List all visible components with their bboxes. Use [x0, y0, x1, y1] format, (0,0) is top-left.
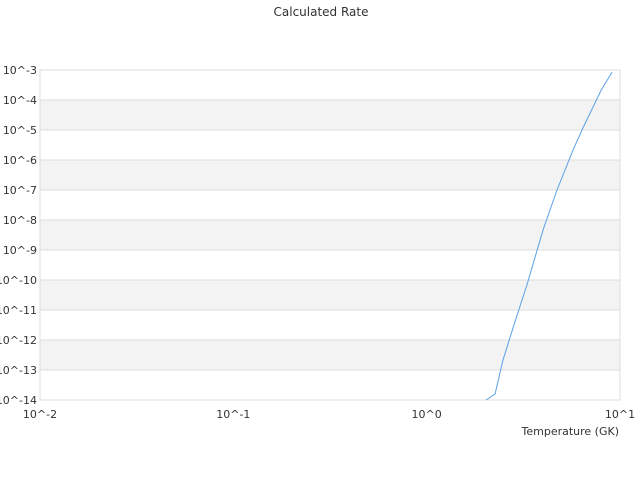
y-tick-label: 10^-3 — [3, 64, 37, 77]
plot-band — [40, 310, 620, 340]
plot-band — [40, 100, 620, 130]
y-tick-label: 10^-5 — [3, 124, 37, 137]
x-axis-ticks: 10^-2 10^-1 10^0 10^1 — [23, 408, 635, 421]
y-tick-label: 10^-6 — [3, 154, 37, 167]
y-tick-label: 10^-8 — [3, 214, 37, 227]
plot-band — [40, 280, 620, 310]
plot-band — [40, 250, 620, 280]
plot-band — [40, 370, 620, 400]
data-point — [612, 72, 613, 73]
series-line — [485, 71, 613, 401]
data-point — [514, 321, 515, 322]
data-point — [526, 285, 527, 286]
y-tick-label: 10^-4 — [3, 94, 37, 107]
chart-title: Calculated Rate — [274, 5, 369, 19]
plot-band — [40, 70, 620, 100]
x-tick-label: 10^-1 — [216, 408, 250, 421]
plot-bands — [40, 70, 620, 400]
x-tick-label: 10^-2 — [23, 408, 57, 421]
y-tick-label: 10^-12 — [0, 334, 37, 347]
y-tick-label: 10^-13 — [0, 364, 37, 377]
y-tick-label: 10^-10 — [0, 274, 37, 287]
data-point — [572, 150, 573, 151]
plot-band — [40, 220, 620, 250]
data-point — [486, 400, 487, 401]
grid-lines — [40, 69, 620, 401]
x-tick-label: 10^0 — [412, 408, 442, 421]
series-group — [485, 71, 613, 401]
data-point — [543, 229, 544, 230]
y-tick-label: 10^-9 — [3, 244, 37, 257]
plot-band — [40, 160, 620, 190]
x-axis-label: Temperature (GK) — [521, 425, 620, 438]
y-tick-label: 10^-11 — [0, 304, 37, 317]
plot-area-border — [39, 69, 621, 401]
data-point — [495, 393, 496, 394]
plot-band — [40, 340, 620, 370]
data-point — [502, 360, 503, 361]
y-tick-label: 10^-14 — [0, 394, 37, 407]
data-point — [601, 90, 602, 91]
data-point — [583, 127, 584, 128]
y-tick-label: 10^-7 — [3, 184, 37, 197]
plot-band — [40, 190, 620, 220]
plot-band — [40, 130, 620, 160]
y-axis-ticks: 10^-3 10^-4 10^-5 10^-6 10^-7 10^-8 10^-9 10^-1… — [0, 64, 37, 407]
x-tick-label: 10^1 — [605, 408, 635, 421]
data-point — [556, 190, 557, 191]
